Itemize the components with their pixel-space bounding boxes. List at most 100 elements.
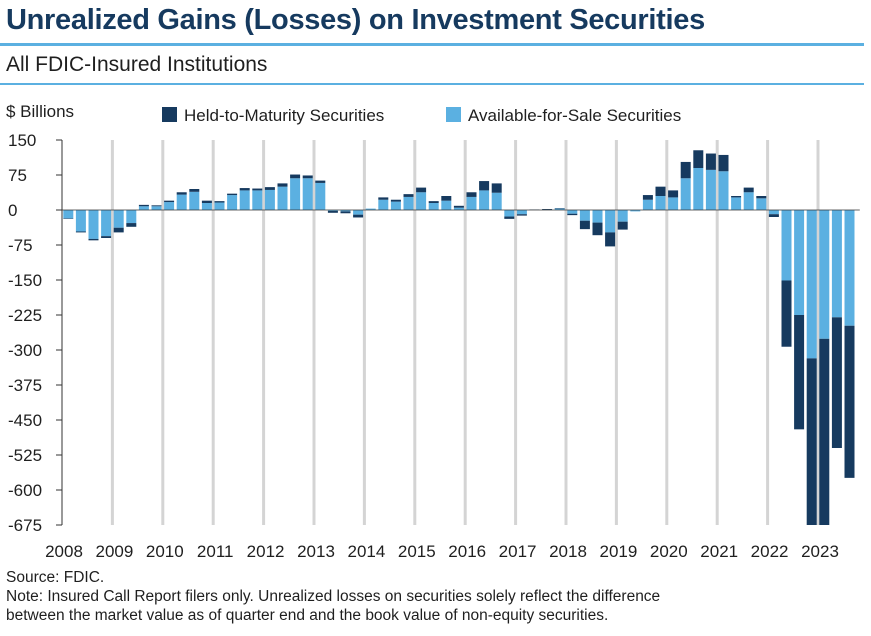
- afs-bar: [264, 189, 275, 210]
- y-tick-label: -75: [8, 236, 33, 255]
- htm-bar: [756, 196, 767, 199]
- x-tick-label: 2010: [146, 542, 184, 561]
- htm-bar: [353, 214, 364, 218]
- htm-bar: [101, 236, 112, 238]
- htm-bar: [302, 175, 313, 179]
- afs-bar: [390, 201, 401, 210]
- afs-bar: [277, 186, 288, 210]
- htm-bar: [214, 201, 225, 203]
- htm-bar: [189, 189, 200, 192]
- x-tick-label: 2021: [700, 542, 738, 561]
- bar-layer: [63, 150, 855, 525]
- chart-title: Unrealized Gains (Losses) on Investment …: [6, 4, 705, 36]
- htm-bar: [491, 183, 502, 193]
- afs-bar: [441, 200, 452, 210]
- htm-bar: [680, 161, 691, 179]
- htm-bar: [164, 200, 175, 203]
- afs-bar: [844, 210, 855, 326]
- x-tick-label: 2020: [650, 542, 688, 561]
- afs-bar: [151, 206, 162, 210]
- y-tick-label: -150: [8, 271, 42, 290]
- afs-bar: [239, 190, 250, 210]
- note-line-1: Note: Insured Call Report filers only. U…: [6, 588, 661, 605]
- y-tick-label: 75: [8, 166, 27, 185]
- htm-bar: [743, 187, 754, 193]
- title-divider: [0, 43, 864, 46]
- htm-bar: [252, 188, 263, 191]
- afs-bar: [668, 197, 679, 210]
- htm-bar: [201, 200, 212, 203]
- afs-bar: [579, 210, 590, 221]
- htm-bar: [718, 154, 729, 172]
- htm-bar: [542, 209, 553, 210]
- y-tick-label: -300: [8, 341, 42, 360]
- legend-label: Available-for-Sale Securities: [468, 106, 681, 125]
- afs-bar: [617, 210, 628, 222]
- afs-bar: [201, 203, 212, 210]
- htm-bar: [794, 315, 805, 430]
- htm-bar: [403, 194, 414, 197]
- afs-bar: [416, 192, 427, 210]
- htm-bar: [151, 205, 162, 207]
- htm-bar: [340, 211, 351, 214]
- afs-bar: [164, 202, 175, 210]
- afs-bar: [227, 195, 238, 210]
- afs-bar: [113, 210, 124, 228]
- htm-bar: [781, 280, 792, 347]
- legend: Held-to-Maturity Securities Available-for…: [162, 106, 681, 125]
- x-tick-label: 2012: [247, 542, 285, 561]
- htm-bar: [75, 231, 86, 233]
- htm-bar: [264, 187, 275, 190]
- afs-bar: [756, 198, 767, 210]
- afs-bar: [743, 192, 754, 210]
- htm-bar: [138, 204, 149, 207]
- htm-bar: [239, 188, 250, 191]
- y-tick-label: 0: [8, 201, 17, 220]
- htm-bar: [378, 197, 389, 200]
- htm-bar: [617, 221, 628, 230]
- afs-bar: [592, 210, 603, 223]
- afs-bar: [567, 210, 578, 214]
- year-gridlines: [110, 140, 820, 525]
- htm-bar: [453, 205, 464, 208]
- y-tick-label: -525: [8, 446, 42, 465]
- afs-bar: [554, 208, 565, 210]
- legend-label: Held-to-Maturity Securities: [184, 106, 384, 125]
- afs-bar: [831, 210, 842, 318]
- source-note: Source: FDIC.: [6, 569, 105, 586]
- afs-bar: [718, 171, 729, 210]
- htm-bar: [479, 181, 490, 191]
- y-tick-label: 150: [8, 131, 36, 150]
- htm-bar: [819, 338, 830, 525]
- htm-bar: [416, 187, 427, 193]
- htm-bar: [731, 196, 742, 198]
- afs-bar: [353, 210, 364, 215]
- afs-bar: [101, 210, 112, 237]
- htm-bar: [642, 195, 653, 200]
- afs-bar: [504, 210, 515, 217]
- afs-bar: [75, 210, 86, 232]
- afs-bar: [605, 210, 616, 233]
- afs-bar: [768, 210, 779, 215]
- htm-bar: [277, 183, 288, 187]
- afs-bar: [302, 178, 313, 210]
- afs-bar: [731, 197, 742, 210]
- afs-bar: [214, 202, 225, 210]
- htm-bar: [428, 201, 439, 203]
- stacked-bar-chart: 150 75 0 -75 -150 -225 -300 -375 -450 -525 -600 -67…: [6, 102, 860, 561]
- x-tick-label: 2022: [751, 542, 789, 561]
- htm-bar: [806, 358, 817, 525]
- htm-bar: [466, 192, 477, 197]
- y-tick-label: -675: [8, 516, 42, 535]
- htm-bar: [579, 220, 590, 230]
- htm-bar: [327, 210, 338, 213]
- y-tick-label: -375: [8, 376, 42, 395]
- afs-bar: [403, 196, 414, 210]
- htm-bar: [592, 222, 603, 236]
- afs-bar: [252, 190, 263, 210]
- htm-bar: [504, 216, 515, 219]
- subtitle-divider: [0, 83, 864, 85]
- y-tick-label: -450: [8, 411, 42, 430]
- note-line-2: between the market value as of quarter e…: [6, 607, 609, 624]
- afs-bar: [655, 196, 666, 210]
